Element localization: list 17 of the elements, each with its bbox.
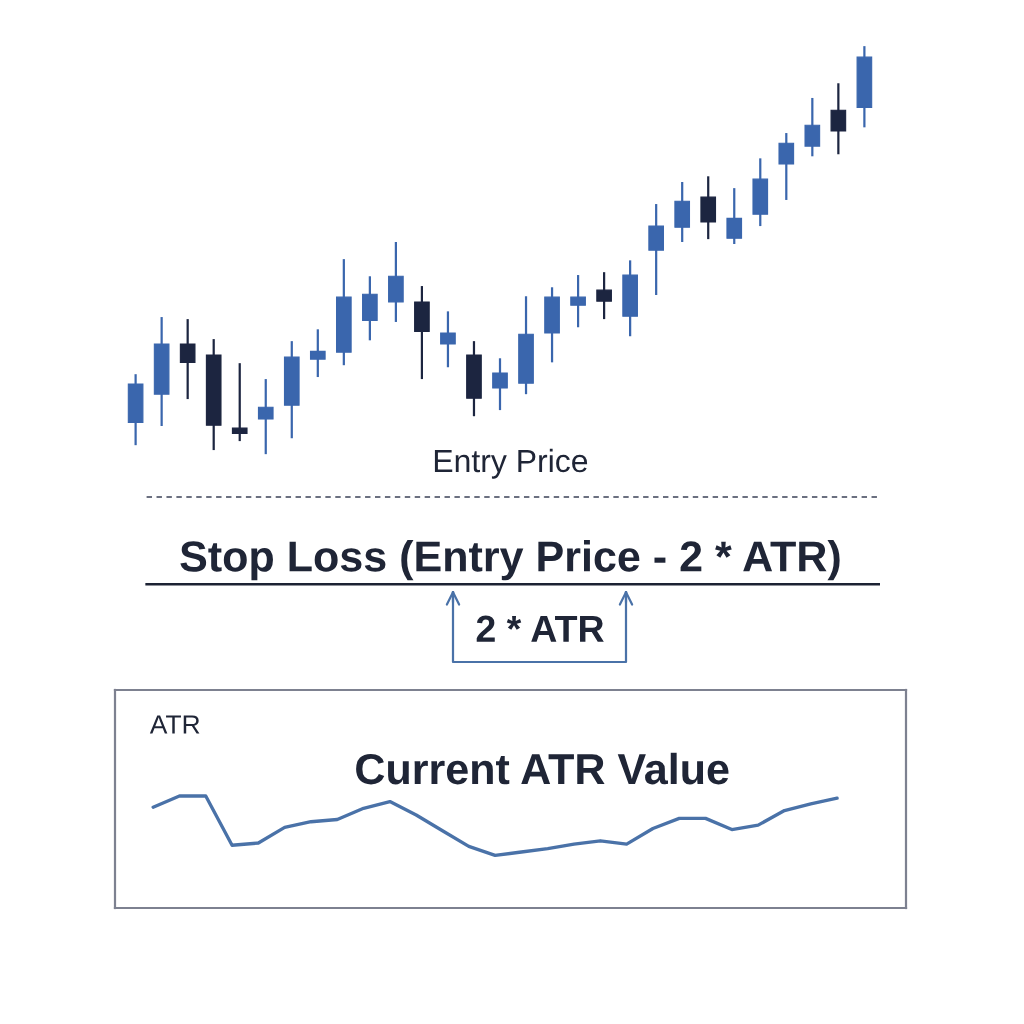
candlestick xyxy=(257,377,274,456)
candlestick xyxy=(179,317,196,401)
candlestick xyxy=(830,82,847,156)
chart-title: ATR xyxy=(149,715,200,734)
ref-line-label: Entry Price xyxy=(434,448,588,479)
ref-line-label: Stop Loss (Entry Price - 2 * ATR) xyxy=(180,540,840,581)
text: 2 * ATR xyxy=(476,615,604,642)
candlestick xyxy=(309,328,326,379)
candlestick xyxy=(570,273,586,329)
candlestick xyxy=(492,357,508,412)
candlestick xyxy=(778,131,795,202)
candlestick xyxy=(231,362,248,443)
candlestick xyxy=(804,96,821,158)
candlestick xyxy=(440,310,456,369)
candlestick xyxy=(596,271,612,321)
text: Current ATR Value xyxy=(356,752,729,785)
candlestick xyxy=(726,187,743,246)
